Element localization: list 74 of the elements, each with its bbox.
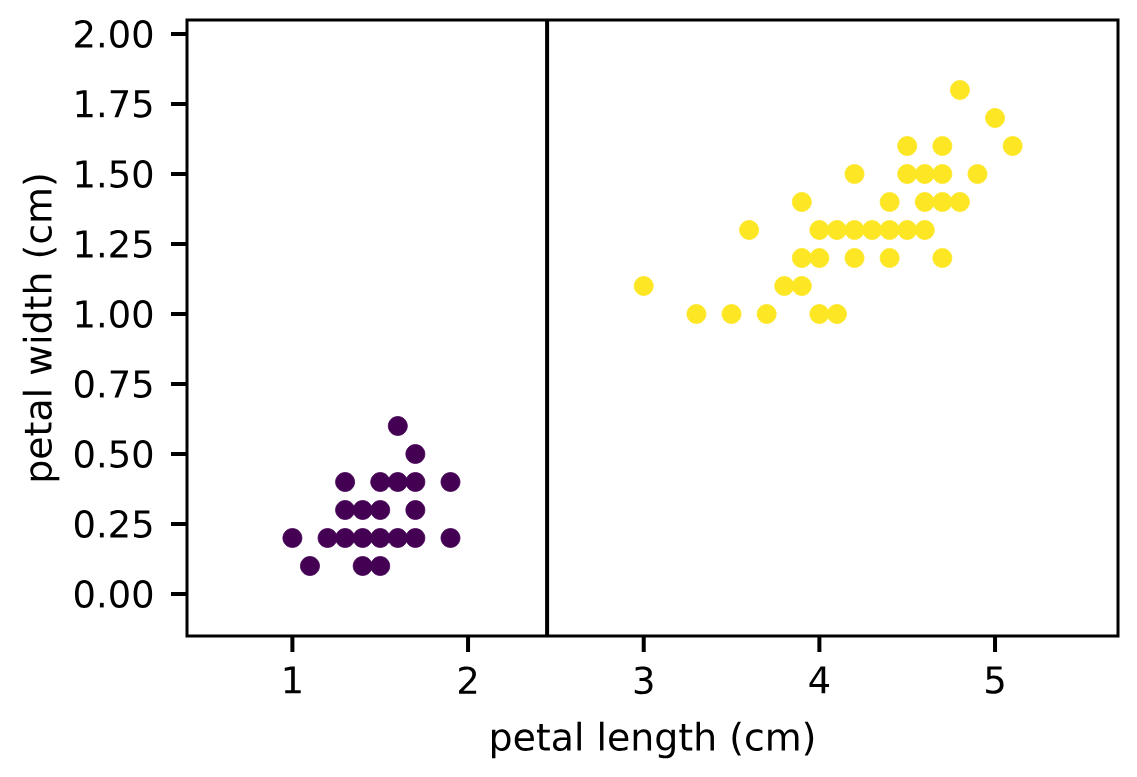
point	[827, 220, 847, 240]
point	[809, 248, 830, 268]
point	[370, 472, 391, 492]
point	[335, 528, 355, 548]
point	[809, 220, 830, 240]
y-tick-label: 2.00	[75, 20, 153, 48]
point	[914, 164, 935, 184]
point	[370, 556, 391, 576]
point	[844, 164, 865, 184]
point	[387, 416, 408, 436]
point	[352, 500, 373, 520]
point	[932, 192, 953, 212]
point	[791, 192, 812, 212]
point	[897, 164, 918, 184]
y-tick-label: 1.00	[76, 300, 153, 328]
point	[405, 528, 426, 548]
point	[897, 220, 918, 240]
y-tick-label: 0.00	[74, 580, 153, 608]
x-tick-label: 2	[459, 666, 477, 694]
point	[1002, 136, 1023, 156]
point	[967, 164, 988, 184]
x-tick-label: 3	[634, 666, 653, 695]
point	[405, 472, 426, 492]
point	[335, 500, 355, 520]
point	[756, 304, 777, 324]
point	[387, 528, 408, 548]
y-tick-label: 0.25	[74, 510, 152, 538]
point	[879, 220, 900, 240]
y-axis-title: petal width (cm)	[22, 175, 60, 481]
point	[932, 164, 953, 184]
y-tick-label: 1.25	[76, 230, 152, 258]
point	[317, 528, 338, 548]
point	[897, 136, 918, 156]
x-axis-title: petal length (cm)	[492, 721, 814, 759]
x-tick-label: 1	[284, 666, 301, 694]
point	[739, 220, 760, 240]
point	[282, 528, 303, 548]
x-tick-label: 4	[809, 666, 830, 694]
point	[370, 500, 391, 520]
point	[405, 500, 426, 520]
y-tick-label: 1.75	[76, 90, 152, 118]
point	[721, 304, 742, 324]
point	[879, 192, 900, 212]
point	[950, 80, 970, 100]
point	[387, 472, 408, 492]
point	[370, 528, 391, 548]
point	[440, 472, 461, 492]
x-tick-label: 5	[986, 666, 1004, 694]
point	[300, 556, 320, 576]
point	[950, 192, 970, 212]
point	[844, 220, 865, 240]
point	[914, 192, 935, 212]
point	[633, 276, 654, 296]
y-tick-label: 1.50	[76, 160, 153, 188]
point	[862, 220, 882, 240]
point	[352, 528, 373, 548]
point	[686, 304, 707, 324]
point	[335, 472, 355, 492]
point	[914, 220, 935, 240]
point	[440, 528, 461, 548]
point	[352, 556, 373, 576]
point	[405, 444, 426, 464]
point	[932, 136, 953, 156]
point	[844, 248, 865, 268]
point	[879, 248, 900, 268]
point	[985, 108, 1005, 128]
point	[932, 248, 953, 268]
point	[827, 304, 847, 324]
point	[774, 276, 795, 296]
point	[791, 248, 812, 268]
point	[809, 304, 830, 324]
y-tick-label: 0.75	[74, 370, 152, 398]
point	[791, 276, 812, 296]
y-tick-label: 0.50	[74, 440, 153, 468]
